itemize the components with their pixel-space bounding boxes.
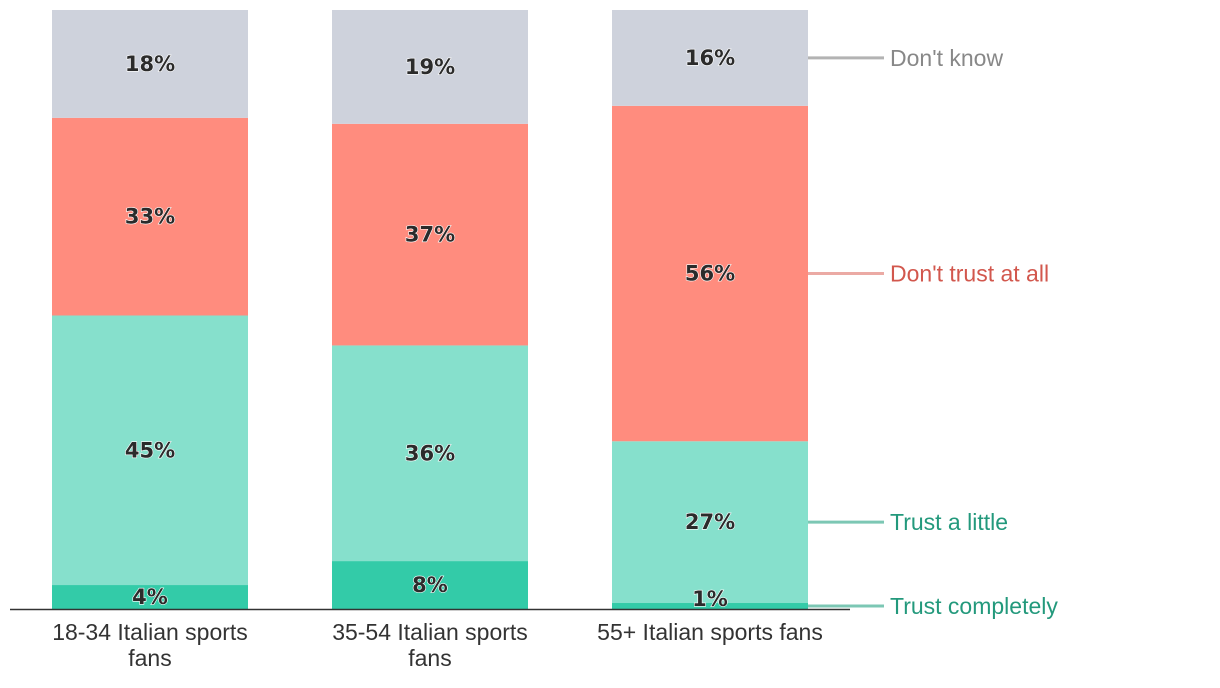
data-label-trust-completely-2: 8% xyxy=(412,573,448,597)
category-label-2: 35-54 Italian sports fans xyxy=(332,619,528,671)
legend-label-don-t-know: Don't know xyxy=(890,45,1003,71)
data-label-trust-a-little-3: 27% xyxy=(685,510,735,534)
bar-trust-completely-1 xyxy=(52,585,248,609)
data-label-trust-a-little-2: 36% xyxy=(405,441,455,465)
category-label-3: 55+ Italian sports fans xyxy=(597,619,823,645)
data-label-don-t-know-3: 16% xyxy=(685,46,735,70)
legend-label-don-t-trust-at-all: Don't trust at all xyxy=(890,261,1049,287)
data-label-trust-a-little-1: 45% xyxy=(125,438,175,462)
bar-don-t-know-2 xyxy=(332,10,528,124)
bar-trust-completely-3 xyxy=(612,603,808,609)
bar-don-t-know-3 xyxy=(612,10,808,106)
data-label-don-t-trust-at-all-2: 37% xyxy=(405,223,455,247)
bar-don-t-trust-at-all-3 xyxy=(612,105,808,442)
category-label-1: 18-34 Italian sports fans xyxy=(52,619,248,671)
data-label-trust-completely-1: 4% xyxy=(132,585,168,609)
data-label-don-t-trust-at-all-3: 56% xyxy=(685,262,735,286)
bar-trust-completely-2 xyxy=(332,561,528,609)
bar-don-t-know-1 xyxy=(52,10,248,118)
bar-trust-a-little-2 xyxy=(332,345,528,562)
data-label-trust-completely-3: 1% xyxy=(692,587,728,611)
legend-label-trust-a-little: Trust a little xyxy=(890,509,1008,535)
bar-trust-a-little-3 xyxy=(612,441,808,604)
data-label-don-t-trust-at-all-1: 33% xyxy=(125,205,175,229)
data-label-don-t-know-2: 19% xyxy=(405,55,455,79)
bar-trust-a-little-1 xyxy=(52,315,248,586)
data-label-don-t-know-1: 18% xyxy=(125,52,175,76)
bar-don-t-trust-at-all-1 xyxy=(52,117,248,316)
bar-don-t-trust-at-all-2 xyxy=(332,123,528,346)
legend-label-trust-completely: Trust completely xyxy=(890,593,1058,619)
